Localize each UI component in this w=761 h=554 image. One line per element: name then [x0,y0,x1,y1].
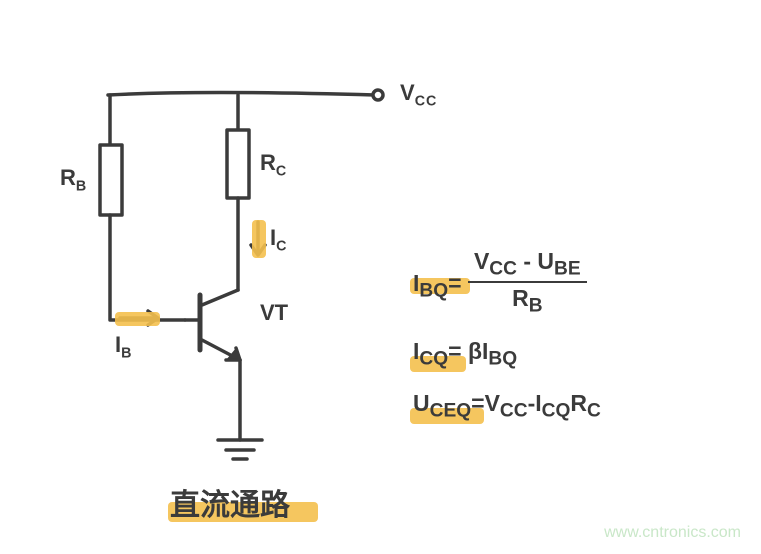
diagram-title: 直流通路 [170,480,290,524]
highlight-ic-arrow [252,220,266,258]
equation-ibq: IBQ= VCC - UBE RB [413,250,587,319]
label-ib: IB [115,332,132,361]
label-rb: RB [60,165,87,194]
circuit-diagram [0,0,761,554]
highlight-ib-arrow [115,312,160,326]
label-vcc: VCC [400,80,437,109]
equation-uceq: UCEQ=VCC-ICQRC [413,390,601,423]
label-rc: RC [260,150,287,179]
label-ic: IC [270,225,287,254]
label-vt: VT [260,300,288,326]
watermark: www.cntronics.com [604,524,741,542]
